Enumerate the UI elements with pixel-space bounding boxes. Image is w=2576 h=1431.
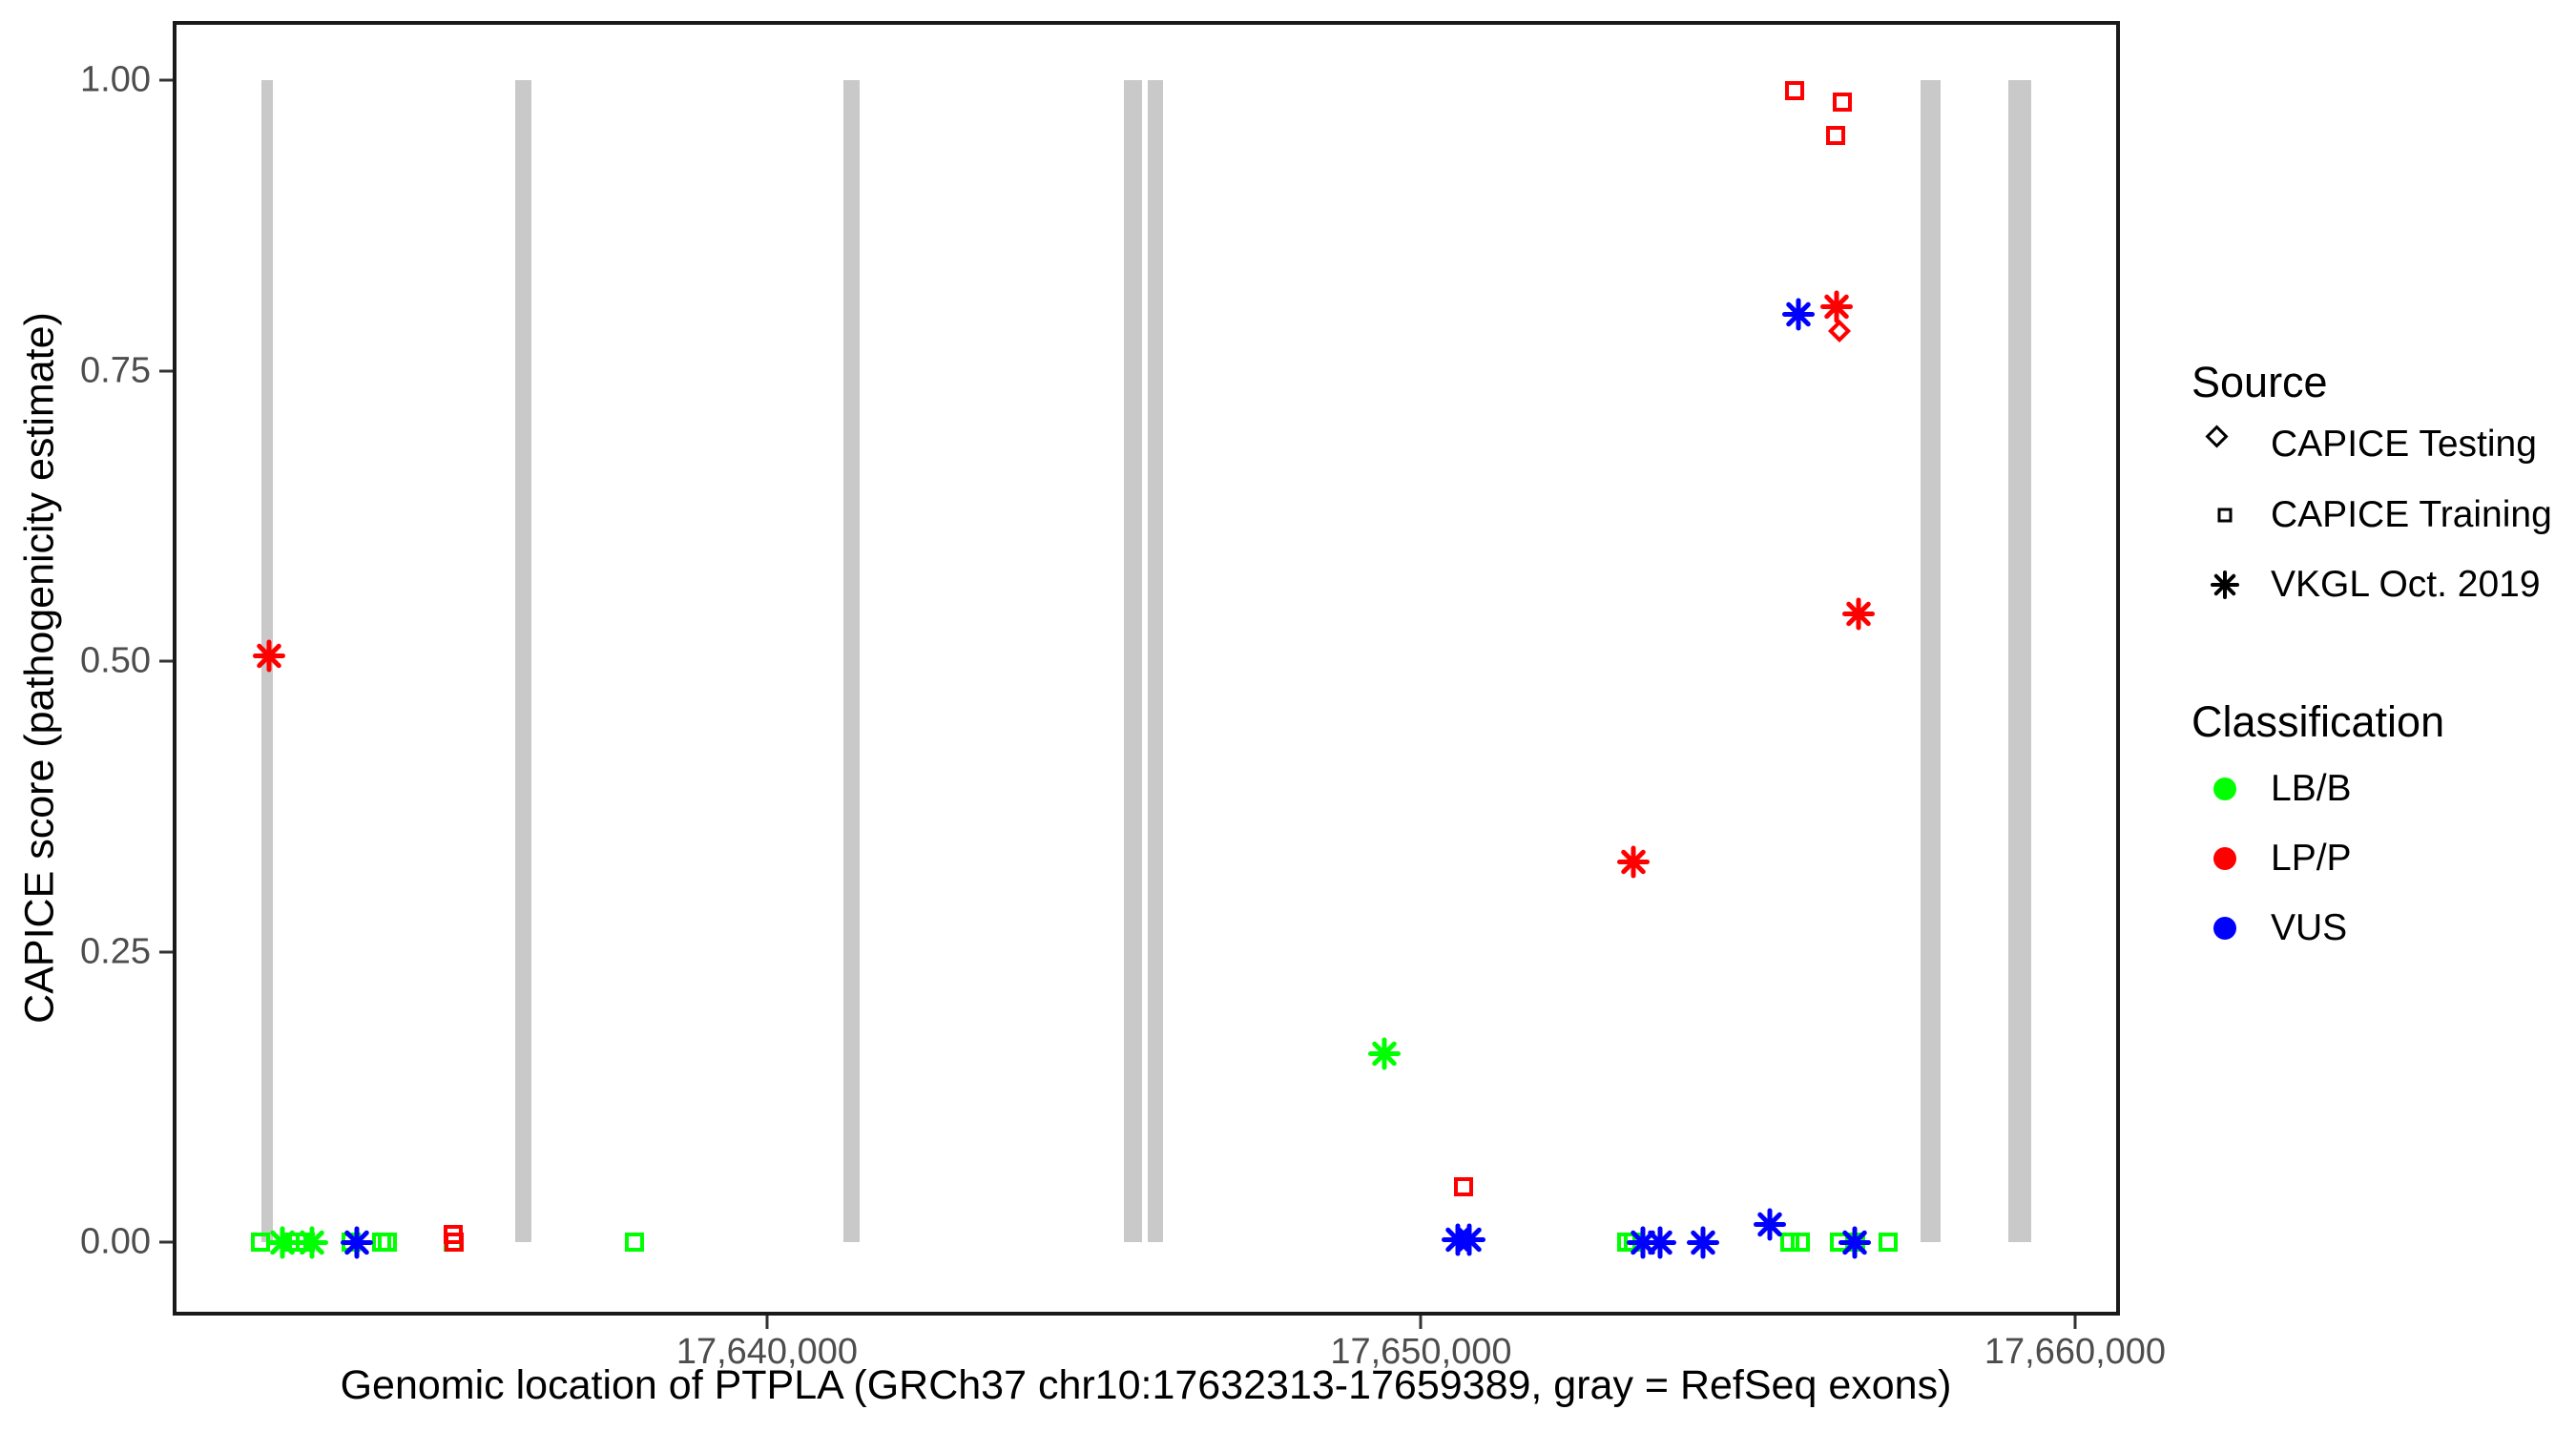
square-legend-icon bbox=[2217, 508, 2233, 523]
data-point-square bbox=[1878, 1233, 1898, 1253]
legend-classification-title: Classification bbox=[2192, 697, 2445, 746]
x-axis-tick bbox=[765, 1316, 769, 1329]
data-point-asterisk bbox=[1841, 597, 1875, 631]
legend-item-lpp: LP/P bbox=[2271, 838, 2352, 879]
x-axis-tick bbox=[2073, 1316, 2077, 1329]
x-axis-tick-label: 17,650,000 bbox=[1330, 1332, 1512, 1372]
legend-item-capice-training: CAPICE Training bbox=[2271, 494, 2552, 535]
y-axis-tick-label: 0.00 bbox=[80, 1221, 151, 1262]
legend-item-vus: VUS bbox=[2271, 907, 2348, 948]
data-point-asterisk bbox=[1820, 290, 1854, 323]
asterisk-legend-icon bbox=[2211, 570, 2239, 599]
data-point-square bbox=[1790, 1233, 1810, 1253]
x-axis-tick bbox=[1419, 1316, 1423, 1329]
refseq-exon-bar bbox=[1123, 80, 1142, 1243]
data-point-square bbox=[377, 1233, 397, 1253]
refseq-exon-bar bbox=[514, 80, 531, 1243]
data-point-asterisk bbox=[1753, 1208, 1786, 1241]
y-axis-tick bbox=[159, 78, 173, 82]
lbb-color-dot-icon bbox=[2213, 778, 2236, 800]
y-axis-tick bbox=[159, 1240, 173, 1244]
data-point-asterisk bbox=[1367, 1037, 1401, 1070]
y-axis-tick bbox=[159, 950, 173, 954]
y-axis-tick-label: 0.25 bbox=[80, 931, 151, 972]
vus-color-dot-icon bbox=[2213, 917, 2236, 940]
refseq-exon-bar bbox=[842, 80, 860, 1243]
data-point-asterisk bbox=[1626, 1226, 1659, 1259]
plot-panel bbox=[173, 21, 2120, 1316]
y-axis-title: CAPICE score (pathogenicity estimate) bbox=[16, 312, 63, 1024]
refseq-exon-bar bbox=[1920, 80, 1941, 1243]
data-point-asterisk bbox=[265, 1226, 299, 1259]
data-point-asterisk bbox=[1839, 1226, 1872, 1259]
x-axis-tick-label: 17,640,000 bbox=[675, 1332, 859, 1372]
legend-source-title: Source bbox=[2192, 358, 2328, 406]
data-point-square bbox=[1780, 1233, 1800, 1253]
lpp-color-dot-icon bbox=[2213, 847, 2236, 870]
data-point-asterisk bbox=[1616, 845, 1650, 879]
data-point-asterisk bbox=[1452, 1223, 1485, 1256]
x-axis-tick-label: 17,660,000 bbox=[1984, 1332, 2167, 1372]
y-axis-tick-label: 1.00 bbox=[80, 59, 151, 100]
data-point-square bbox=[1453, 1176, 1473, 1196]
data-point-square bbox=[1785, 81, 1805, 101]
data-point-square bbox=[443, 1224, 463, 1244]
legend-item-lbb: LB/B bbox=[2271, 768, 2352, 809]
data-point-asterisk bbox=[295, 1226, 328, 1259]
data-point-square bbox=[1826, 125, 1845, 145]
data-point-asterisk bbox=[340, 1226, 373, 1259]
legend-item-capice-testing: CAPICE Testing bbox=[2271, 424, 2537, 465]
y-axis-tick bbox=[159, 659, 173, 663]
diamond-legend-icon bbox=[2205, 425, 2233, 453]
refseq-exon-bar bbox=[1147, 80, 1163, 1243]
data-point-square bbox=[624, 1233, 644, 1253]
data-point-asterisk bbox=[1781, 298, 1815, 331]
data-point-asterisk bbox=[252, 639, 285, 673]
data-point-square bbox=[1832, 93, 1852, 113]
data-point-asterisk bbox=[1644, 1226, 1676, 1259]
data-point-asterisk bbox=[1686, 1226, 1719, 1259]
refseq-exon-bar bbox=[2007, 80, 2031, 1243]
data-point-diamond bbox=[1827, 320, 1851, 343]
y-axis-tick-label: 0.75 bbox=[80, 350, 151, 391]
y-axis-tick-label: 0.50 bbox=[80, 640, 151, 681]
y-axis-tick bbox=[159, 369, 173, 373]
x-axis-title: Genomic location of PTPLA (GRCh37 chr10:… bbox=[340, 1362, 1952, 1408]
legend-item-vkgl: VKGL Oct. 2019 bbox=[2271, 564, 2541, 605]
